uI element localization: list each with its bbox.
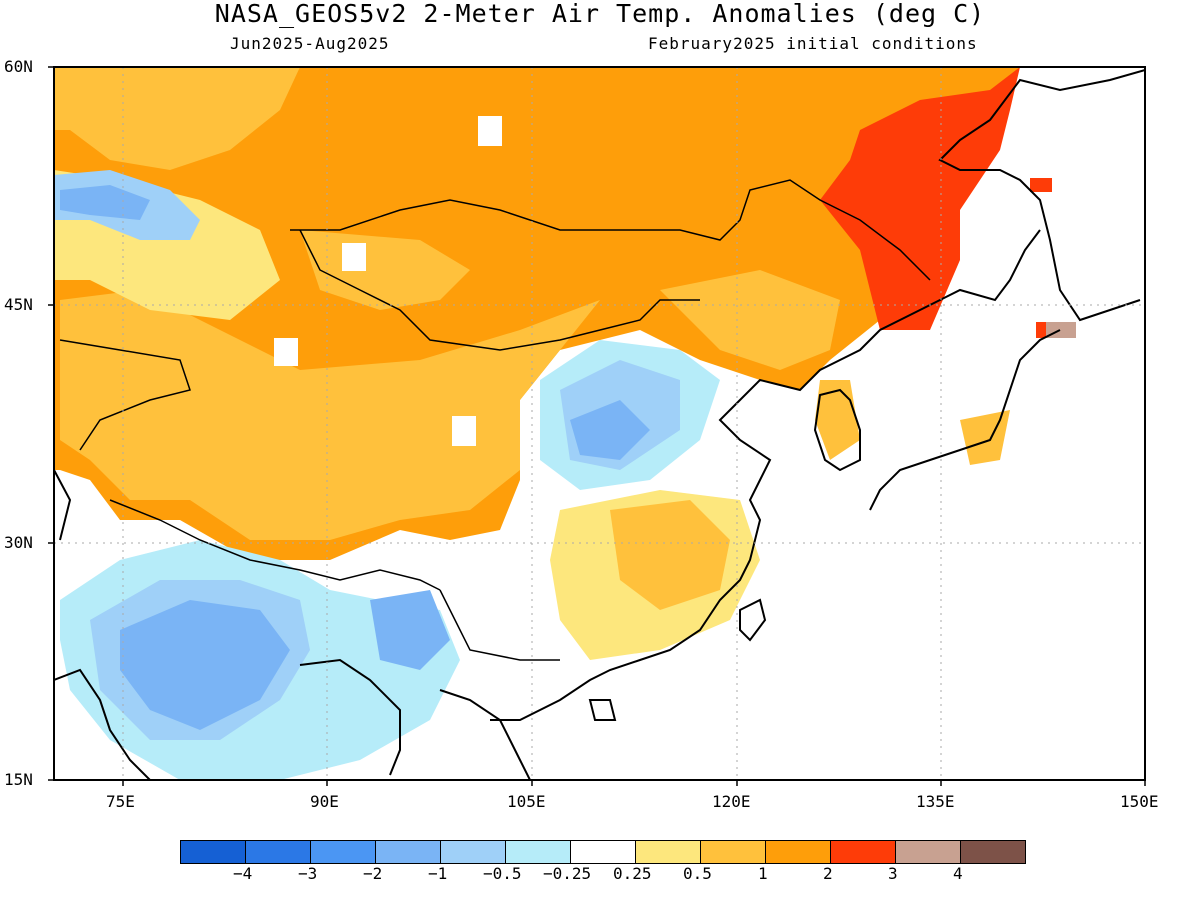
colorbar-tick-label: −3 [298, 864, 318, 883]
colorbar-tick-label: −1 [428, 864, 448, 883]
lon-label-120e: 120E [712, 792, 751, 811]
colorbar-tick-label: −2 [363, 864, 383, 883]
lat-label-45n: 45N [4, 295, 33, 314]
hot-anomaly-sakhalin [1030, 178, 1052, 192]
lat-label-30n: 30N [4, 533, 33, 552]
colorbar-swatch [441, 841, 506, 863]
colorbar-swatch [506, 841, 571, 863]
colorbar-swatch [181, 841, 246, 863]
orange-south-china [610, 500, 730, 610]
cool-anomaly-myanmar [370, 590, 450, 670]
mask-patch-4 [452, 416, 476, 446]
season-label: Jun2025-Aug2025 [230, 34, 390, 53]
lon-label-105e: 105E [507, 792, 546, 811]
axis-ticks [48, 66, 1146, 786]
colorbar-swatch [376, 841, 441, 863]
lon-label-135e: 135E [916, 792, 955, 811]
colorbar-swatch [896, 841, 961, 863]
colorbar [180, 840, 1026, 864]
mask-patch-1 [478, 116, 502, 146]
light-warm-region-4 [660, 270, 840, 370]
cool-anomaly-west-core [60, 185, 150, 220]
colorbar-tick-label: 4 [953, 864, 963, 883]
colorbar-swatch [961, 841, 1025, 863]
colorbar-swatch [571, 841, 636, 863]
colorbar-swatch [831, 841, 896, 863]
light-warm-region-2 [60, 290, 600, 540]
colorbar-tick-label: −4 [233, 864, 253, 883]
colorbar-tick-label: −0.5 [483, 864, 522, 883]
lat-label-60n: 60N [4, 57, 33, 76]
cool-anomaly-china-core [570, 400, 650, 460]
lon-label-75e: 75E [106, 792, 135, 811]
light-warm-region-1 [54, 67, 300, 170]
map-frame [53, 66, 1146, 781]
colorbar-swatch [766, 841, 831, 863]
colorbar-tick-label: 0.5 [683, 864, 712, 883]
colorbar-tick-label: 3 [888, 864, 898, 883]
mask-patch-2 [342, 243, 366, 271]
colorbar-tick-label: 1 [758, 864, 768, 883]
colorbar-swatch [246, 841, 311, 863]
colorbar-tick-label: 0.25 [613, 864, 652, 883]
colorbar-swatch [636, 841, 701, 863]
cool-anomaly-india-core [120, 600, 290, 730]
init-conditions-label: February2025 initial conditions [648, 34, 978, 53]
chart-title: NASA_GEOS5v2 2-Meter Air Temp. Anomalies… [214, 0, 986, 28]
lon-label-150e: 150E [1120, 792, 1159, 811]
lon-label-90e: 90E [310, 792, 339, 811]
colorbar-tick-label: 2 [823, 864, 833, 883]
hot-anomaly-hokkaido-edge [1036, 322, 1046, 338]
anomaly-map [48, 66, 1146, 786]
mask-patch-3 [274, 338, 298, 366]
country-borders [59, 179, 931, 661]
colorbar-swatch [311, 841, 376, 863]
colorbar-tick-label: −0.25 [543, 864, 592, 883]
lat-label-15n: 15N [4, 770, 33, 789]
colorbar-swatch [701, 841, 766, 863]
